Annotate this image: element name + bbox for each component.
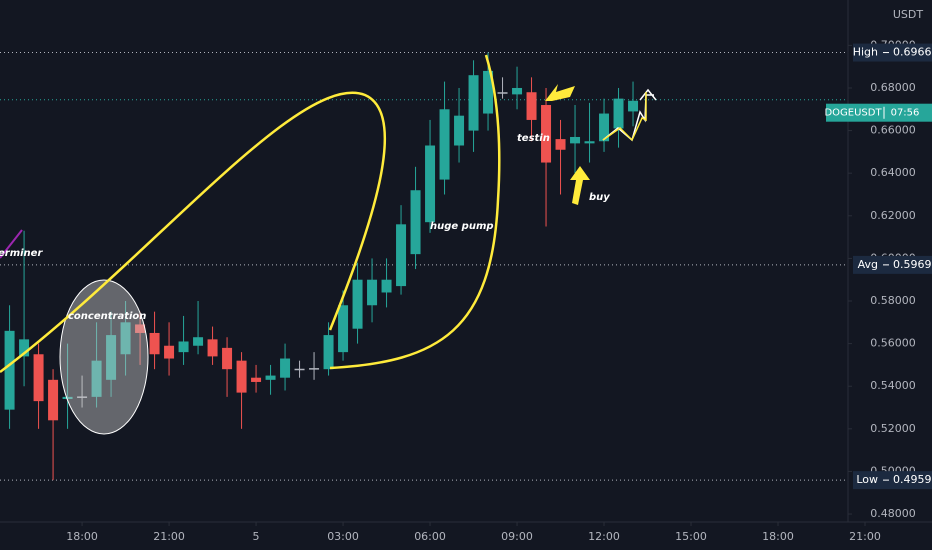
- y-tick-label: 0.58000: [870, 294, 916, 307]
- x-tick-label: 03:00: [327, 530, 359, 543]
- candle-body: [570, 136, 581, 144]
- x-tick-label: 12:00: [588, 530, 620, 543]
- candle-body: [207, 339, 218, 357]
- annotation: testin: [517, 133, 550, 144]
- curve-drawing: [329, 54, 501, 370]
- time-axis-panel: [0, 522, 932, 550]
- annotation: huge pump: [430, 221, 494, 232]
- candle-body: [584, 141, 595, 144]
- y-tick-label: 0.62000: [870, 209, 916, 222]
- annotation: erminer: [0, 248, 43, 259]
- candle-body: [149, 332, 160, 355]
- y-tick-label: 0.52000: [870, 422, 916, 435]
- candle-body: [135, 324, 146, 333]
- x-tick-label: 09:00: [501, 530, 533, 543]
- candle-body: [628, 100, 639, 112]
- candle-body: [106, 335, 117, 380]
- annotation: buy: [589, 192, 610, 203]
- candle-body: [439, 109, 450, 180]
- x-tick-label: 21:00: [849, 530, 881, 543]
- candle-body: [62, 396, 73, 400]
- price-line-label-box: [853, 255, 932, 274]
- annotation: concentration: [68, 311, 146, 322]
- candle-body: [222, 347, 233, 370]
- price-axis-panel: [848, 0, 932, 550]
- axes: 0.480000.500000.520000.540000.560000.580…: [66, 38, 932, 543]
- candle-body: [164, 345, 175, 359]
- candle-body: [410, 190, 421, 255]
- candle-body: [468, 75, 479, 131]
- symbol-label: DOGEUSDT: [824, 108, 882, 119]
- candle-body: [526, 92, 537, 120]
- candle-body: [178, 341, 189, 353]
- candle-body: [309, 368, 320, 370]
- candle-body: [381, 279, 392, 293]
- x-tick-label: 18:00: [762, 530, 794, 543]
- currency-label: USDT: [893, 8, 924, 21]
- y-tick-label: 0.56000: [870, 337, 916, 350]
- plot-area: [0, 52, 848, 481]
- arrow-drawing: [570, 166, 590, 205]
- line-drawing: [0, 229, 23, 259]
- candle-body: [280, 358, 291, 378]
- candle-body: [555, 139, 566, 150]
- curve-drawing: [0, 91, 387, 374]
- y-tick-label: 0.66000: [870, 124, 916, 137]
- candle-body: [323, 335, 334, 370]
- candle-body: [91, 360, 102, 397]
- price-line-name: Avg: [858, 258, 878, 271]
- candle-body: [367, 279, 378, 306]
- candle-body: [120, 322, 131, 355]
- countdown-label: 07:56: [891, 108, 920, 119]
- drawings: [0, 54, 657, 435]
- candle-body: [512, 87, 523, 95]
- candle-body: [454, 115, 465, 146]
- candle-body: [33, 354, 44, 402]
- price-line-name: Low: [856, 473, 878, 486]
- candle-body: [541, 105, 552, 163]
- x-tick-label: 5: [253, 530, 260, 543]
- price-line-label-box: [853, 43, 932, 62]
- candle-body: [265, 375, 276, 380]
- x-tick-label: 21:00: [153, 530, 185, 543]
- zigzag-drawing: [602, 88, 657, 142]
- symbol-label-box: [826, 103, 932, 122]
- price-line-value: 0.49592: [893, 473, 932, 486]
- arrow-drawing: [545, 84, 575, 101]
- annotations: erminer concentration huge pump testin buy: [0, 133, 610, 322]
- x-tick-label: 15:00: [675, 530, 707, 543]
- candle-body: [48, 379, 59, 421]
- x-tick-label: 18:00: [66, 530, 98, 543]
- candle-body: [19, 339, 30, 357]
- candle-body: [338, 305, 349, 353]
- candle-body: [77, 396, 88, 398]
- price-line-value: 0.69663: [893, 46, 932, 59]
- candle-body: [483, 70, 494, 114]
- candle-body: [425, 145, 436, 223]
- ellipse-drawing: [59, 279, 149, 435]
- candle-body: [294, 368, 305, 371]
- price-line-name: High: [853, 46, 878, 59]
- candle-body: [193, 337, 204, 346]
- zigzag-drawing: [602, 92, 647, 142]
- candle-body: [613, 98, 624, 129]
- candle-body: [236, 360, 247, 393]
- candle-body: [4, 330, 15, 410]
- price-line-label-box: [853, 471, 932, 490]
- candle-body: [251, 377, 262, 382]
- candle-body: [352, 279, 363, 329]
- candle-body: [599, 113, 610, 142]
- x-tick-label: 06:00: [414, 530, 446, 543]
- price-line-value: 0.59696: [893, 258, 932, 271]
- candle-body: [497, 92, 508, 94]
- y-tick-label: 0.64000: [870, 166, 916, 179]
- candle-body: [396, 224, 407, 287]
- y-tick-label: 0.68000: [870, 81, 916, 94]
- y-tick-label: 0.48000: [870, 507, 916, 520]
- y-tick-label: 0.54000: [870, 379, 916, 392]
